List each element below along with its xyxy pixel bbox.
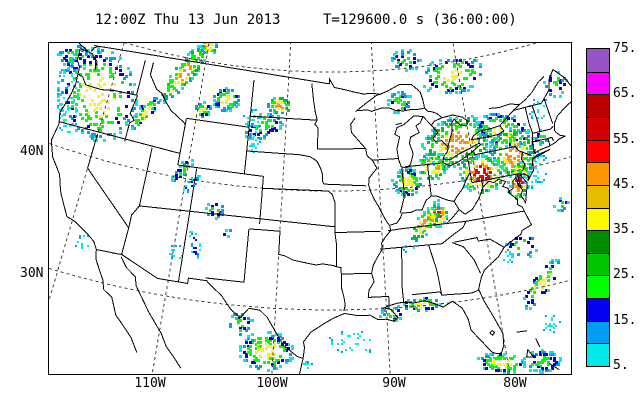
colorbar-tick-label: 5.: [613, 358, 629, 373]
colorbar-tick-label: 65.: [613, 86, 637, 102]
colorbar-tick-label: 35.: [613, 222, 637, 238]
colorbar-cell: [587, 343, 609, 366]
colorbar-cell: [587, 208, 609, 230]
colorbar-cell: [587, 230, 609, 253]
colorbar-cell: [587, 94, 609, 117]
colorbar-tick-label: 25.: [613, 267, 637, 283]
lon-tick-label: 110W: [134, 376, 166, 391]
colorbar-cell: [587, 253, 609, 275]
reflectivity-colorbar: [586, 48, 610, 367]
colorbar-cell: [587, 49, 609, 72]
lat-tick-label: 30N: [20, 266, 44, 281]
colorbar-cell: [587, 140, 609, 162]
lon-tick-label: 100W: [256, 376, 288, 391]
colorbar-cell: [587, 117, 609, 140]
colorbar-cell: [587, 275, 609, 298]
colorbar-cell: [587, 162, 609, 185]
colorbar-tick-label: 15.: [613, 312, 637, 328]
colorbar-tick-label: 75.: [613, 41, 637, 56]
lat-tick-label: 40N: [20, 144, 44, 159]
plot-valid-time: 12:00Z Thu 13 Jun 2013: [95, 12, 281, 28]
basemap-borders: [50, 43, 571, 374]
plot-forecast-step: T=129600.0 s (36:00:00): [323, 12, 517, 28]
colorbar-cell: [587, 72, 609, 94]
lon-tick-label: 80W: [503, 376, 527, 391]
radar-echoes: [57, 43, 570, 374]
conus-radar-map: [48, 42, 572, 375]
colorbar-cell: [587, 185, 609, 208]
colorbar-tick-label: 45.: [613, 176, 637, 192]
lon-tick-label: 90W: [382, 376, 406, 391]
colorbar-tick-label: 55.: [613, 131, 637, 147]
colorbar-cell: [587, 321, 609, 343]
latlon-grid-lines: [49, 43, 571, 374]
colorbar-cell: [587, 298, 609, 321]
